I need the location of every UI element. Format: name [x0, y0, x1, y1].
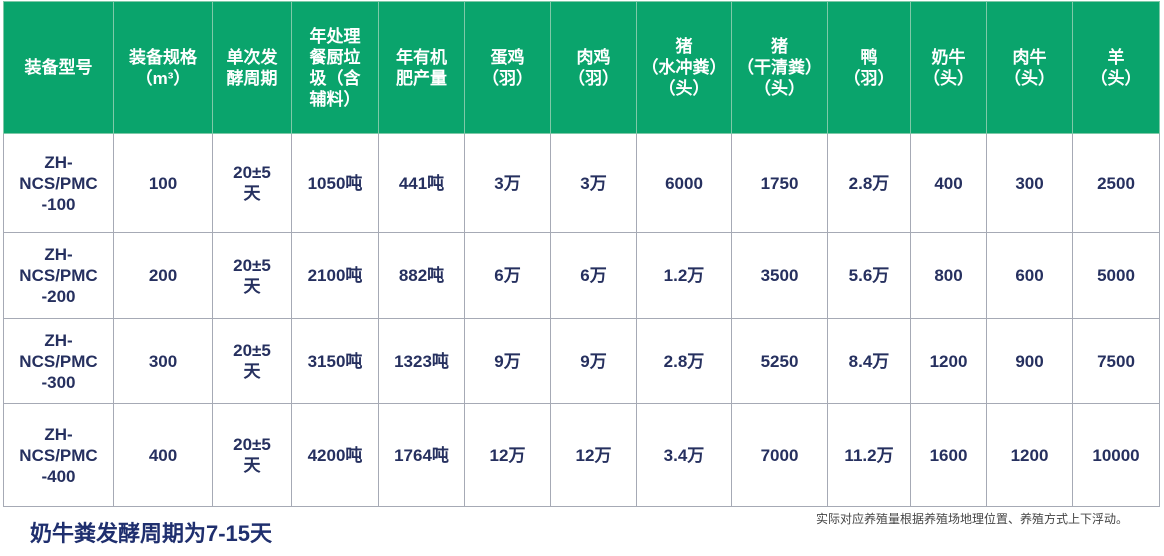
cell-laying-hen: 12万	[464, 403, 551, 507]
cell-duck: 5.6万	[827, 232, 911, 319]
cell-duck: 2.8万	[827, 133, 911, 233]
cell-beef-cattle: 900	[986, 318, 1073, 404]
header-dairy-cow: 奶牛 （头）	[910, 1, 987, 134]
cell-pig-dry-clean: 3500	[731, 232, 828, 319]
cell-beef-cattle: 600	[986, 232, 1073, 319]
cell-laying-hen: 9万	[464, 318, 551, 404]
cell-model: ZH- NCS/PMC -300	[3, 318, 114, 404]
cell-broiler: 3万	[550, 133, 637, 233]
cell-sheep: 10000	[1072, 403, 1160, 507]
cell-duck: 8.4万	[827, 318, 911, 404]
table-row: ZH- NCS/PMC -200 200 20±5 天 2100吨 882吨 6…	[3, 232, 1160, 319]
cell-laying-hen: 6万	[464, 232, 551, 319]
cell-pig-water-flush: 2.8万	[636, 318, 732, 404]
cell-sheep: 2500	[1072, 133, 1160, 233]
cell-spec: 300	[113, 318, 213, 404]
cell-annual-fertilizer: 882吨	[378, 232, 465, 319]
cell-dairy-cow: 400	[910, 133, 987, 233]
header-annual-fertilizer: 年有机 肥产量	[378, 1, 465, 134]
header-spec: 装备规格 （m³）	[113, 1, 213, 134]
cell-annual-fertilizer: 1764吨	[378, 403, 465, 507]
cell-beef-cattle: 1200	[986, 403, 1073, 507]
equipment-spec-table: 装备型号 装备规格 （m³） 单次发 酵周期 年处理 餐厨垃 圾（含 辅料） 年…	[3, 1, 1160, 507]
header-annual-waste: 年处理 餐厨垃 圾（含 辅料）	[291, 1, 379, 134]
header-pig-dry-clean: 猪 （干清粪） （头）	[731, 1, 828, 134]
cell-spec: 200	[113, 232, 213, 319]
cell-dairy-cow: 1600	[910, 403, 987, 507]
cell-model: ZH- NCS/PMC -200	[3, 232, 114, 319]
disclaimer-note: 实际对应养殖量根据养殖场地理位置、养殖方式上下浮动。	[815, 512, 1128, 526]
cell-annual-fertilizer: 1323吨	[378, 318, 465, 404]
cell-sheep: 5000	[1072, 232, 1160, 319]
cell-dairy-cow: 1200	[910, 318, 987, 404]
cell-annual-waste: 4200吨	[291, 403, 379, 507]
header-laying-hen: 蛋鸡 （羽）	[464, 1, 551, 134]
cell-cycle: 20±5 天	[212, 403, 292, 507]
cell-pig-water-flush: 1.2万	[636, 232, 732, 319]
table-row: ZH- NCS/PMC -100 100 20±5 天 1050吨 441吨 3…	[3, 133, 1160, 233]
cell-dairy-cow: 800	[910, 232, 987, 319]
cell-model: ZH- NCS/PMC -400	[3, 403, 114, 507]
cell-sheep: 7500	[1072, 318, 1160, 404]
cell-duck: 11.2万	[827, 403, 911, 507]
header-cycle: 单次发 酵周期	[212, 1, 292, 134]
cell-broiler: 12万	[550, 403, 637, 507]
cell-pig-dry-clean: 5250	[731, 318, 828, 404]
cell-pig-dry-clean: 1750	[731, 133, 828, 233]
table-header-row: 装备型号 装备规格 （m³） 单次发 酵周期 年处理 餐厨垃 圾（含 辅料） 年…	[3, 1, 1160, 134]
cell-pig-water-flush: 3.4万	[636, 403, 732, 507]
cell-spec: 400	[113, 403, 213, 507]
header-model: 装备型号	[3, 1, 114, 134]
cell-beef-cattle: 300	[986, 133, 1073, 233]
cell-pig-water-flush: 6000	[636, 133, 732, 233]
cell-annual-fertilizer: 441吨	[378, 133, 465, 233]
table-row: ZH- NCS/PMC -300 300 20±5 天 3150吨 1323吨 …	[3, 318, 1160, 404]
table-row: ZH- NCS/PMC -400 400 20±5 天 4200吨 1764吨 …	[3, 403, 1160, 507]
cell-pig-dry-clean: 7000	[731, 403, 828, 507]
header-sheep: 羊 （头）	[1072, 1, 1160, 134]
header-pig-water-flush: 猪 （水冲粪） （头）	[636, 1, 732, 134]
cell-annual-waste: 2100吨	[291, 232, 379, 319]
cell-cycle: 20±5 天	[212, 133, 292, 233]
cell-annual-waste: 1050吨	[291, 133, 379, 233]
cow-cycle-note: 奶牛粪发酵周期为7-15天	[30, 521, 273, 546]
cell-model: ZH- NCS/PMC -100	[3, 133, 114, 233]
cell-laying-hen: 3万	[464, 133, 551, 233]
cell-broiler: 9万	[550, 318, 637, 404]
cell-annual-waste: 3150吨	[291, 318, 379, 404]
cell-spec: 100	[113, 133, 213, 233]
cell-cycle: 20±5 天	[212, 318, 292, 404]
header-broiler: 肉鸡 （羽）	[550, 1, 637, 134]
cell-cycle: 20±5 天	[212, 232, 292, 319]
header-beef-cattle: 肉牛 （头）	[986, 1, 1073, 134]
header-duck: 鸭 （羽）	[827, 1, 911, 134]
cell-broiler: 6万	[550, 232, 637, 319]
